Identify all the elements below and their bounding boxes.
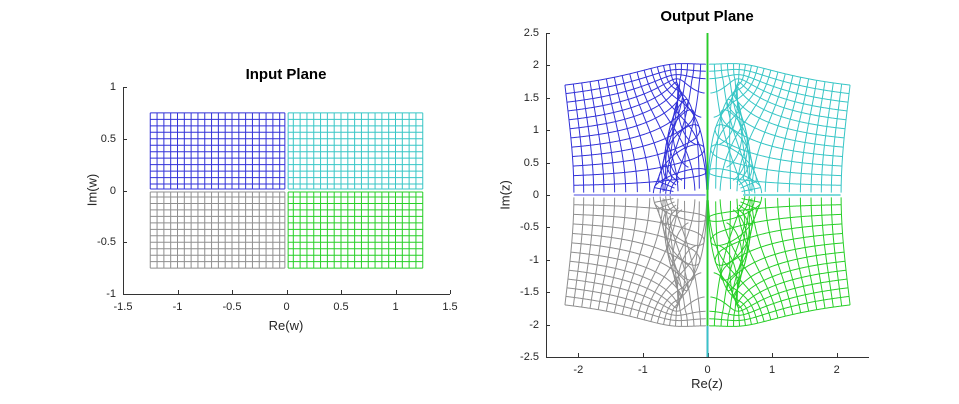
tick-label: -2 xyxy=(529,318,539,331)
input-title: Input Plane xyxy=(245,66,327,83)
input-xlabel: Re(w) xyxy=(268,318,304,333)
tick-label: 1.5 xyxy=(442,301,458,313)
tick-label: 2 xyxy=(833,364,840,376)
tick-label: 0 xyxy=(109,184,116,197)
tick-label: -2.5 xyxy=(520,351,539,363)
tick-label: 2 xyxy=(532,59,539,72)
tick-label: 0 xyxy=(532,189,539,201)
tick-label: 2.5 xyxy=(523,27,539,39)
tick-label: 1.5 xyxy=(523,91,539,104)
tick-label: 1 xyxy=(392,301,399,313)
tick-label: 0 xyxy=(704,364,711,376)
tick-label: -1 xyxy=(172,301,183,313)
tick-label: 0.5 xyxy=(523,156,539,169)
output-title: Output Plane xyxy=(660,8,754,25)
tick-label: -1.5 xyxy=(113,301,133,313)
tick-label: 0.5 xyxy=(333,301,349,313)
tick-label: 1 xyxy=(532,124,539,137)
tick-label: 1 xyxy=(769,364,776,376)
output-ylabel: Im(z) xyxy=(497,180,513,210)
output-xlabel: Re(z) xyxy=(691,376,723,391)
tick-label: -0.5 xyxy=(520,221,539,234)
tick-label: -1 xyxy=(106,288,116,300)
tick-label: -0.5 xyxy=(222,301,242,313)
tick-label: 0.5 xyxy=(100,132,116,145)
tick-label: -1.5 xyxy=(520,286,539,299)
tick-label: -1 xyxy=(529,253,539,266)
tick-label: -0.5 xyxy=(97,236,116,249)
tick-label: -1 xyxy=(638,364,648,376)
tick-label: -2 xyxy=(573,364,584,376)
input-ylabel: Im(w) xyxy=(84,173,100,207)
tick-label: 0 xyxy=(283,301,290,313)
tick-label: 1 xyxy=(109,81,116,93)
